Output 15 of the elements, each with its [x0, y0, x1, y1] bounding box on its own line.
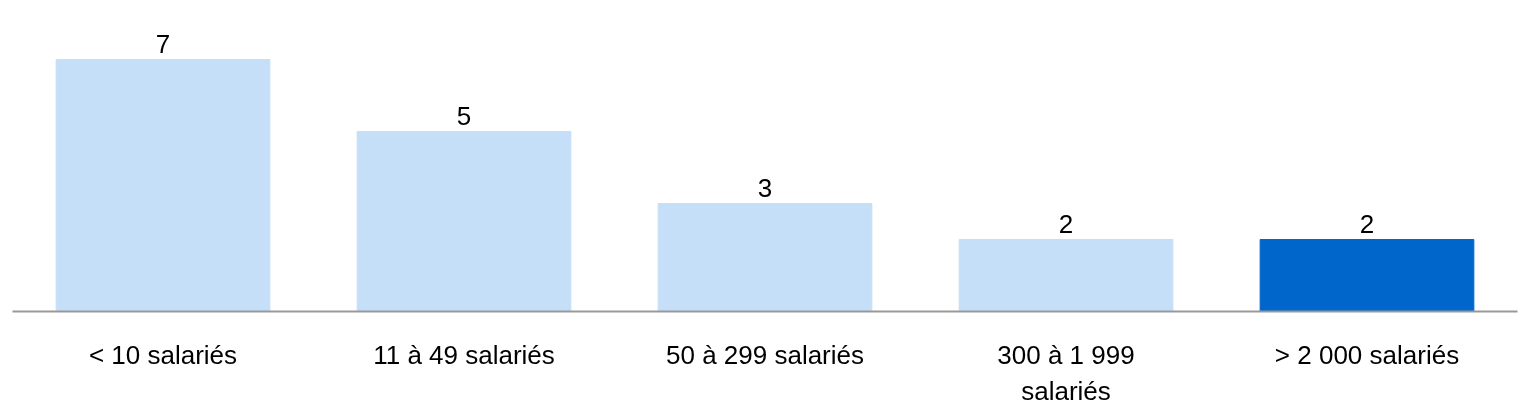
data-label: 7 [155, 29, 171, 60]
x-tick-label: 11 à 49 salariés [373, 339, 555, 370]
data-label: 5 [456, 101, 472, 132]
x-tick-label: > 2 000 salariés [1274, 339, 1460, 370]
x-tick-label: < 10 salariés [88, 339, 238, 370]
x-tick-label: 300 à 1 999 salariés [997, 339, 1135, 406]
data-label: 2 [1058, 209, 1074, 240]
bar [958, 238, 1174, 312]
x-tick-label: 50 à 299 salariés [665, 339, 865, 370]
bar [356, 130, 572, 312]
data-label: 2 [1359, 209, 1375, 240]
bar [55, 58, 271, 312]
bar [657, 202, 873, 312]
bar [1259, 238, 1475, 312]
data-label: 3 [757, 173, 773, 204]
